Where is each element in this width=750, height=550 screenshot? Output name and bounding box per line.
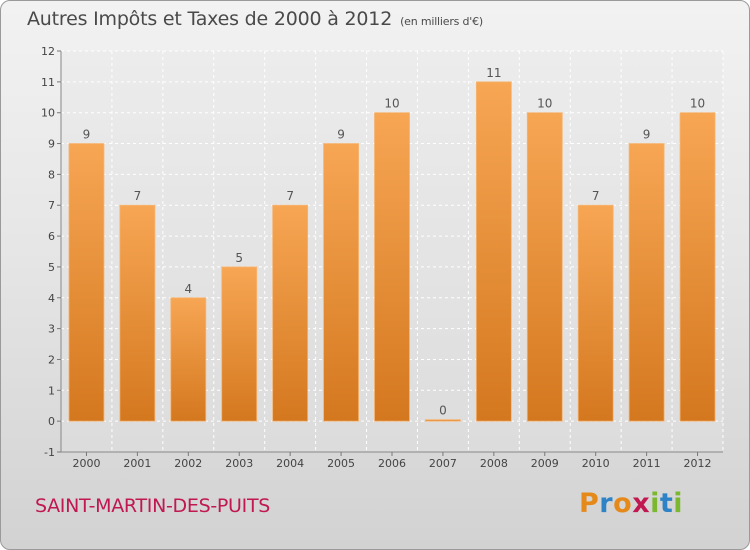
logo-letter: i	[673, 488, 684, 519]
y-tick-label: 8	[48, 168, 55, 181]
y-tick-label: 2	[48, 353, 55, 366]
logo-letter: P	[579, 488, 600, 519]
y-tick-label: 11	[41, 76, 55, 89]
bar	[272, 204, 309, 422]
bar	[374, 112, 410, 422]
y-tick-label: 3	[48, 323, 55, 336]
x-tick-label: 2011	[633, 457, 661, 470]
bar	[119, 204, 156, 422]
bar	[526, 112, 563, 422]
chart-title: Autres Impôts et Taxes de 2000 à 2012 (en…	[27, 8, 483, 30]
bar	[425, 419, 461, 422]
data-label: 7	[286, 189, 294, 203]
proxiti-logo: Proxiti	[579, 488, 683, 519]
x-tick-label: 2006	[378, 457, 406, 470]
logo-letter: o	[613, 488, 633, 519]
bar	[475, 81, 512, 422]
y-tick-label: 5	[48, 261, 55, 274]
data-label: 10	[690, 97, 705, 111]
bar	[323, 143, 359, 422]
logo-letter: i	[650, 488, 660, 519]
y-tick-label: 7	[48, 199, 55, 212]
y-tick-label: 6	[48, 230, 55, 243]
data-label: 9	[337, 128, 345, 142]
logo-letter: r	[599, 488, 614, 519]
data-label: 10	[384, 97, 399, 111]
bar	[221, 266, 258, 422]
data-label: 9	[643, 128, 651, 142]
x-tick-label: 2002	[174, 457, 202, 470]
logo-letter: t	[659, 488, 674, 519]
data-label: 7	[592, 189, 600, 203]
data-label: 0	[439, 404, 447, 418]
x-tick-label: 2001	[123, 457, 151, 470]
y-tick-label: 0	[48, 415, 55, 428]
x-tick-label: 2007	[429, 457, 457, 470]
data-label: 10	[537, 97, 552, 111]
y-tick-label: 12	[41, 45, 55, 58]
x-tick-label: 2009	[531, 457, 559, 470]
data-label: 7	[134, 189, 142, 203]
x-tick-label: 2003	[225, 457, 253, 470]
y-tick-label: 9	[48, 138, 55, 151]
x-tick-label: 2010	[582, 457, 610, 470]
x-tick-label: 2004	[276, 457, 304, 470]
x-tick-label: 2008	[480, 457, 508, 470]
x-tick-label: 2012	[684, 457, 712, 470]
x-tick-label: 2005	[327, 457, 355, 470]
y-tick-label: 1	[48, 384, 55, 397]
data-label: 9	[83, 128, 91, 142]
data-label: 11	[486, 66, 501, 80]
bar	[679, 112, 716, 422]
logo-letter: x	[632, 488, 651, 519]
y-tick-label: 4	[48, 292, 55, 305]
x-tick-label: 2000	[72, 457, 100, 470]
bar	[170, 297, 207, 422]
bar	[68, 143, 105, 422]
title-unit: (en milliers d'€)	[400, 15, 483, 28]
bar	[628, 143, 665, 422]
y-tick-label: 10	[41, 107, 55, 120]
commune-name: SAINT-MARTIN-DES-PUITS	[35, 495, 271, 517]
title-text: Autres Impôts et Taxes de 2000 à 2012	[27, 8, 393, 30]
y-tick-label: -1	[44, 446, 55, 459]
data-label: 4	[184, 282, 192, 296]
bar	[577, 204, 614, 422]
data-label: 5	[235, 251, 243, 265]
